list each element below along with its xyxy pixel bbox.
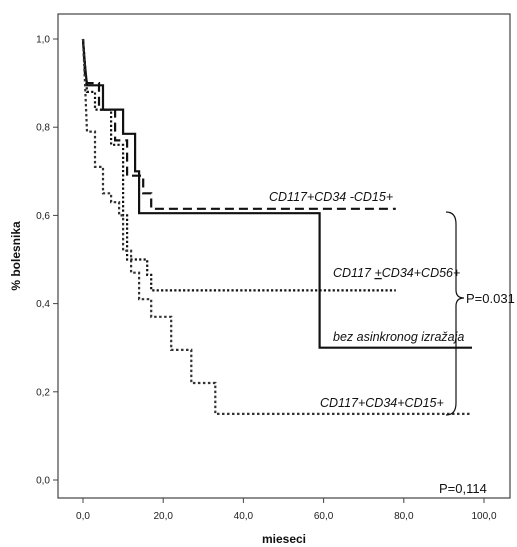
x-axis: 0,0 20,0 40,0 60,0 80,0 100,0 [76,498,497,522]
survival-curve-2 [81,38,396,292]
y-tick-label: 0,0 [36,476,50,487]
y-axis: 0,0 0,2 0,4 0,6 0,8 1,0 [36,35,58,487]
bracket-pvalue: P=0.031 [466,291,515,306]
y-tick-label: 1,0 [36,35,50,46]
y-axis-title: % bolesnika [9,221,23,291]
x-tick-label: 20,0 [153,511,173,522]
y-tick-label: 0,4 [36,299,50,310]
label-b-prefix: CD117 [333,266,374,280]
survival-curve-1 [81,38,472,349]
survival-curve-3 [81,38,472,415]
y-tick-label: 0,6 [36,211,50,222]
label-b-plus: + [374,266,381,280]
x-tick-label: 80,0 [394,511,414,522]
label-cd117-cd34-cd56: CD117 +CD34+CD56+ [333,266,460,280]
y-tick-label: 0,2 [36,387,50,398]
survival-curve-0 [81,38,396,210]
plot-frame [57,13,511,499]
x-tick-label: 0,0 [76,511,90,522]
x-tick-label: 60,0 [314,511,334,522]
label-bez-asinkronog: bez asinkronog izražaja [333,330,464,344]
x-tick-label: 40,0 [234,511,254,522]
x-axis-title: mieseci [262,532,306,546]
overall-pvalue: P=0,114 [439,481,487,496]
label-cd117-cd34-cd15pos: CD117+CD34+CD15+ [320,396,444,410]
y-tick-label: 0,8 [36,123,50,134]
label-cd117-cd34-cd15neg: CD117+CD34 -CD15+ [269,190,393,204]
survival-curves [81,38,472,415]
label-b-rest: CD34+CD56+ [382,266,461,280]
grouping-brace [445,211,465,416]
x-tick-label: 100,0 [471,511,496,522]
